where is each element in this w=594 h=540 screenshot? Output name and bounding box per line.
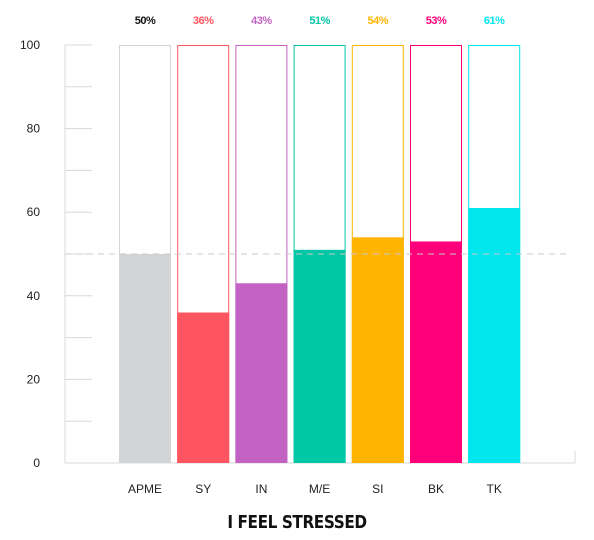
y-tick-label: 40 (27, 289, 41, 303)
y-tick-label: 60 (27, 205, 41, 219)
bar (293, 249, 346, 463)
bar (119, 254, 171, 463)
x-tick-label: IN (255, 482, 267, 496)
bar (235, 283, 288, 463)
x-tick-label: TK (487, 482, 502, 496)
x-tick-label: SI (372, 482, 383, 496)
bar (410, 241, 462, 463)
bar (468, 208, 521, 463)
y-tick-label: 100 (20, 38, 40, 52)
data-label: 51% (309, 15, 330, 27)
data-label: 36% (193, 15, 214, 27)
data-label: 50% (135, 15, 156, 27)
data-label: 43% (251, 15, 272, 27)
labels: APME 50% SY 36% IN 43% M/E 51% SI 54% BK 53% TK 61% (128, 15, 506, 496)
y-tick-label: 0 (33, 456, 40, 470)
data-label: 61% (484, 15, 505, 27)
data-label: 54% (368, 15, 389, 27)
data-label: 53% (426, 15, 447, 27)
bar (177, 312, 230, 463)
x-tick-label: SY (195, 482, 211, 496)
x-tick-label: APME (128, 482, 162, 496)
x-tick-label: M/E (309, 482, 330, 496)
y-tick-label: 80 (27, 122, 41, 136)
x-tick-label: BK (428, 482, 444, 496)
bar (351, 237, 404, 463)
y-tick-label: 20 (27, 372, 41, 386)
chart-title: I FEEL STRESSED (227, 512, 367, 533)
